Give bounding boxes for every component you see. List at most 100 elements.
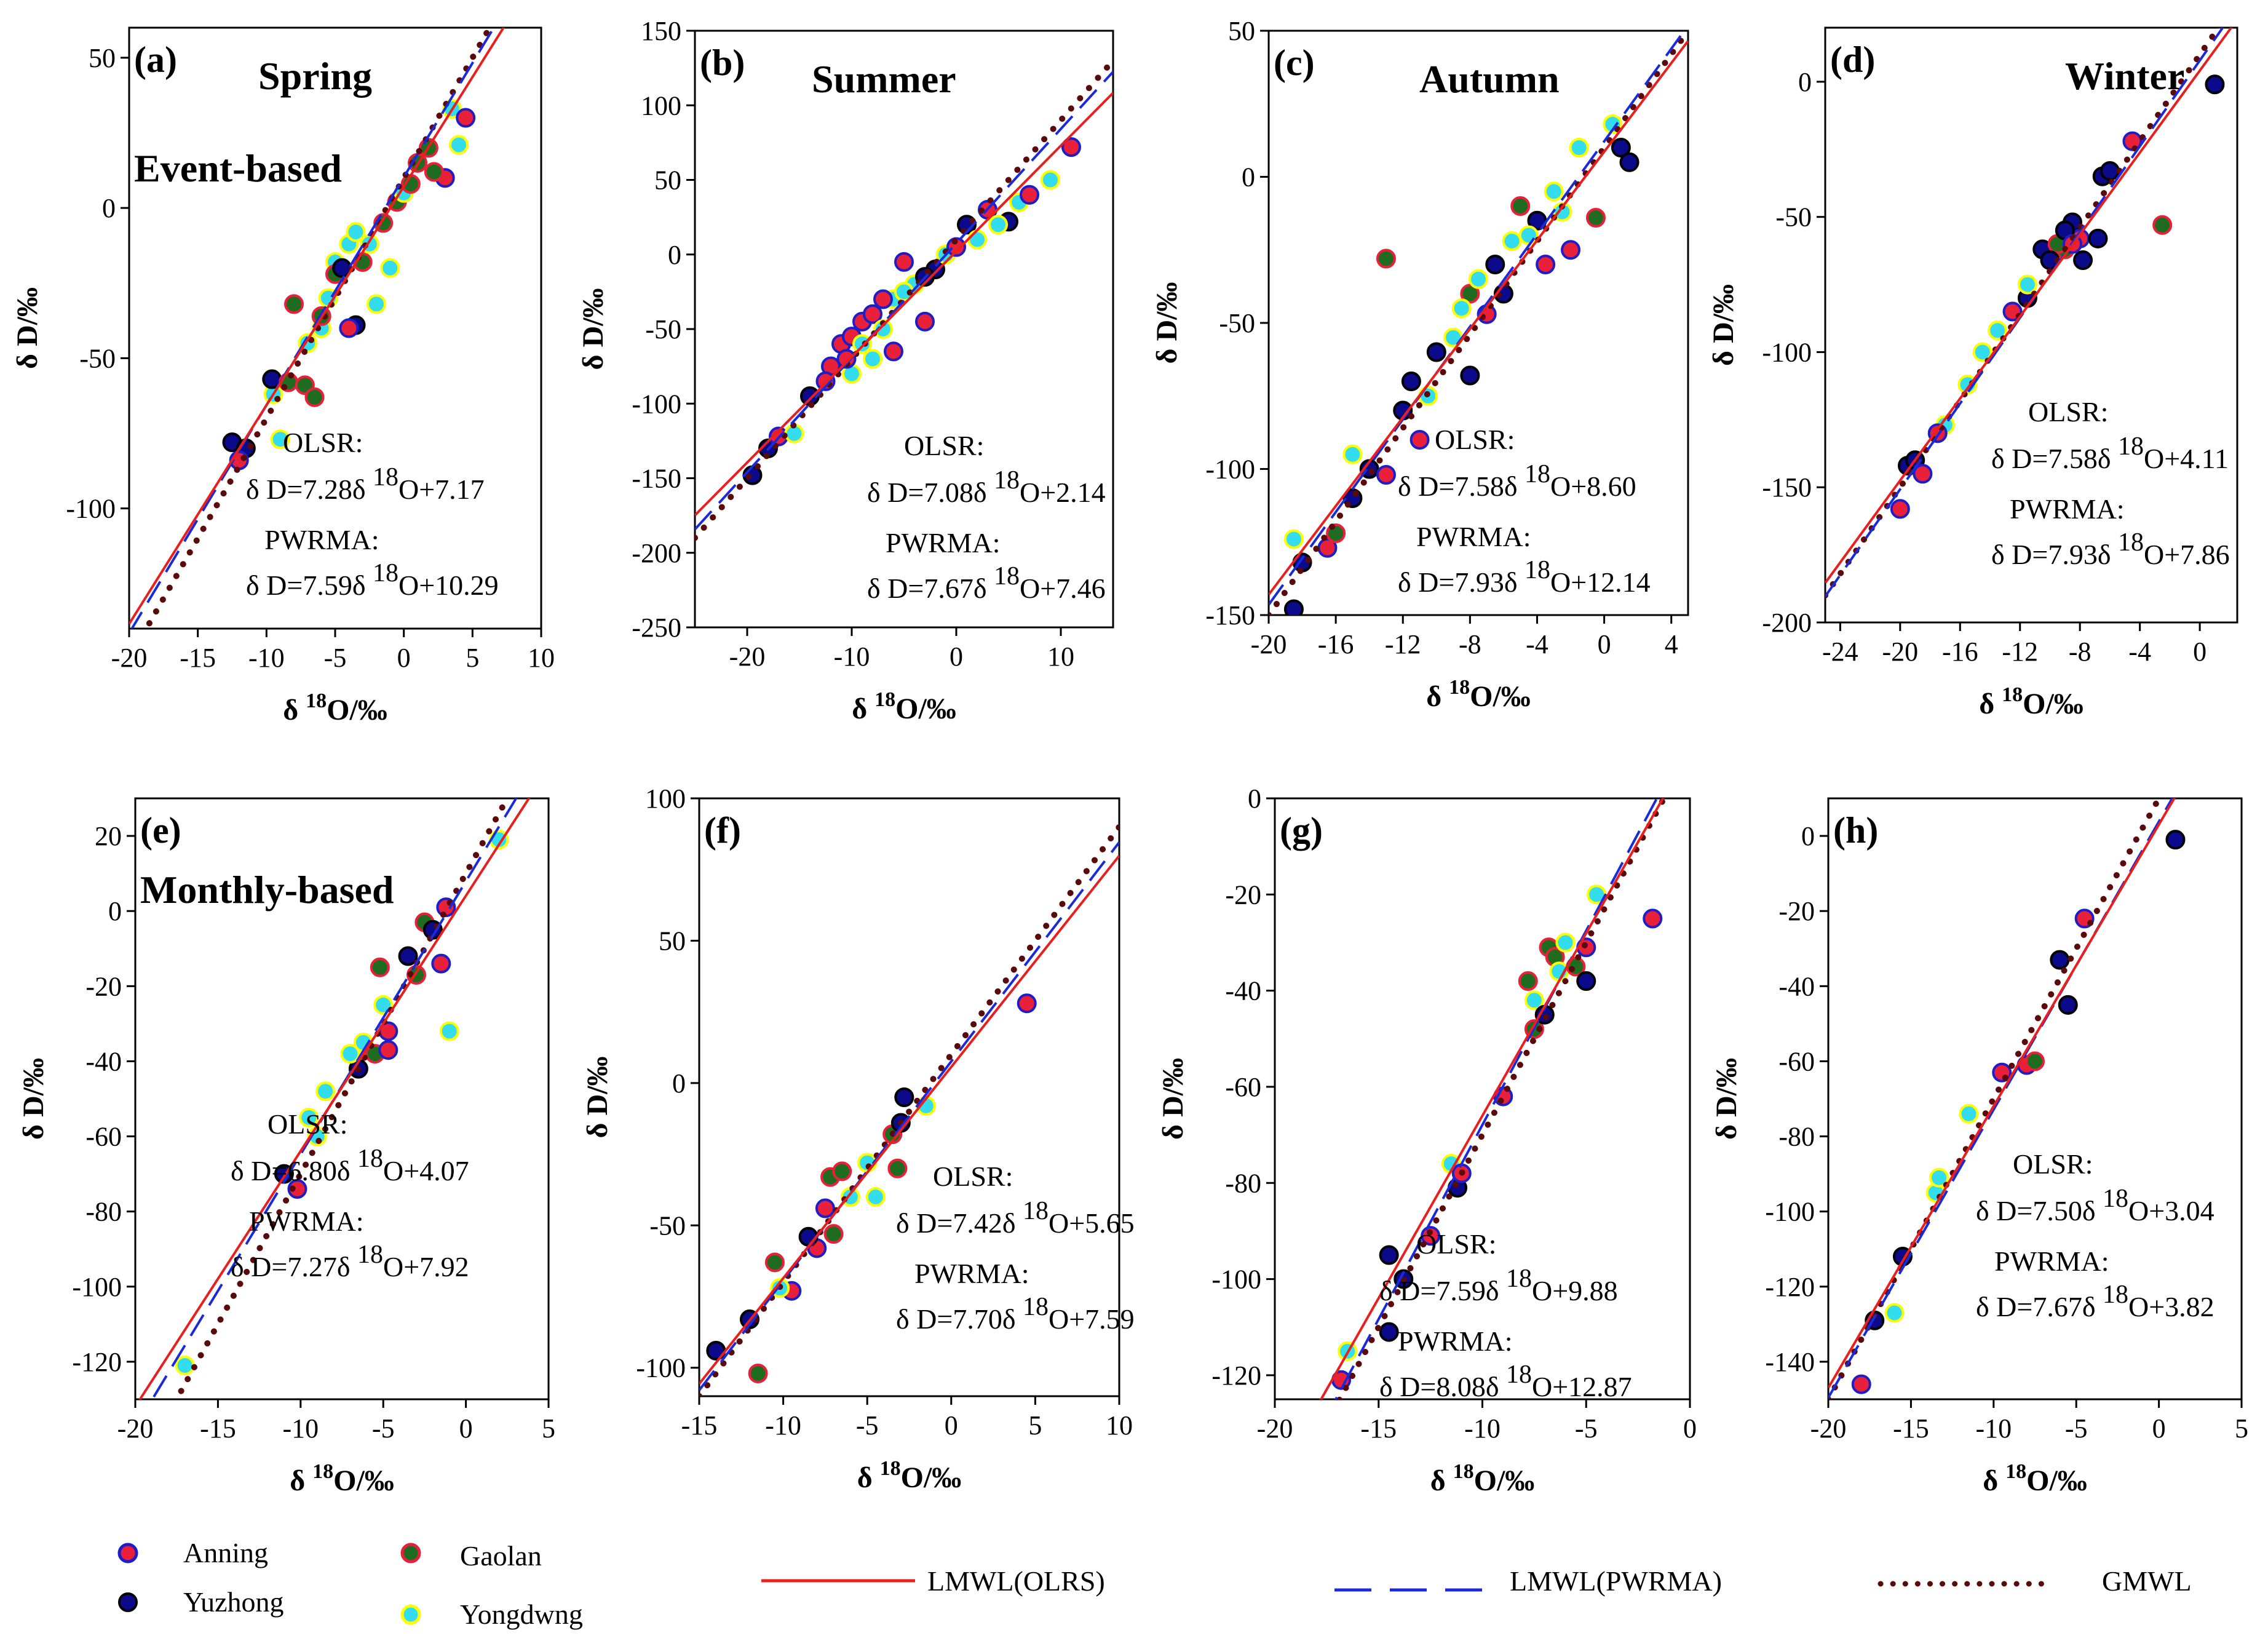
panel-h: -20 -15 -10 -5 0 5 -140 -120 -100 -80 -60 -40 -20 0 δ … xyxy=(1710,797,2248,1497)
panel-label-a: (a) xyxy=(134,39,177,80)
ytick-label-f-1: -50 xyxy=(649,1210,686,1241)
olsr-equation-e: δ D=6.80δ 18O+4.07 xyxy=(231,1145,469,1186)
ytick-label-g-0: -120 xyxy=(1211,1361,1261,1391)
gmwl-line-h xyxy=(1828,798,2163,1399)
xtick-label-c-0: -20 xyxy=(1251,629,1287,659)
point-d-0 xyxy=(1890,499,1910,519)
legend-yongdwng: Yongdwng xyxy=(400,1599,583,1630)
ytick-label-b-2: -150 xyxy=(632,464,681,494)
point-c-17 xyxy=(1469,269,1488,289)
point-d-21 xyxy=(2205,74,2225,95)
xtick-label-b-3: 10 xyxy=(1047,642,1074,672)
lines-b xyxy=(695,57,1113,541)
ytick-label-e-5: -20 xyxy=(85,971,122,1001)
pwrma-line-b xyxy=(695,71,1113,531)
lines-e xyxy=(138,798,531,1399)
xtick-label-d-2: -16 xyxy=(1942,637,1978,667)
point-d-16 xyxy=(2073,250,2093,271)
point-a-19 xyxy=(380,258,400,278)
ytick-label-d-4: 0 xyxy=(1798,67,1812,97)
lines-f xyxy=(699,824,1119,1396)
point-d-7 xyxy=(1972,342,1992,362)
points-f xyxy=(706,993,1037,1383)
ytick-label-h-6: -20 xyxy=(1778,896,1815,926)
point-g-3 xyxy=(1379,1322,1399,1342)
xaxis-label-d: δ 18O/‰ xyxy=(1979,683,2084,720)
point-c-25 xyxy=(1569,138,1589,157)
point-c-21 xyxy=(1510,196,1531,216)
point-b-10 xyxy=(863,349,882,369)
legend-yuzhong: Yuzhong xyxy=(118,1586,284,1618)
point-a-18 xyxy=(367,294,386,314)
point-f-8 xyxy=(815,1198,835,1218)
ytick-label-f-3: 50 xyxy=(659,926,686,956)
point-c-20 xyxy=(1502,231,1522,251)
legend-marker-anning xyxy=(117,1543,138,1564)
point-c-23 xyxy=(1544,181,1564,202)
point-d-8 xyxy=(1988,320,2008,341)
pwrma-title-f: PWRMA: xyxy=(914,1258,1029,1289)
xaxis-label-e: δ 18O/‰ xyxy=(290,1460,394,1497)
plot-frame-d xyxy=(1824,26,2238,624)
xtick-label-d-4: -8 xyxy=(2069,637,2092,667)
point-c-11 xyxy=(1410,430,1430,450)
xtick-label-c-3: -8 xyxy=(1459,629,1481,659)
yaxis-label-c: δ D/‰ xyxy=(1151,282,1183,364)
pwrma-line-c xyxy=(1269,31,1686,606)
point-f-18 xyxy=(1017,993,1037,1014)
ytick-label-f-2: 0 xyxy=(672,1068,686,1099)
xtick-label-h-5: 5 xyxy=(2235,1413,2248,1444)
point-b-17 xyxy=(915,311,935,332)
panel-label-c: (c) xyxy=(1274,42,1315,83)
point-b-31 xyxy=(873,289,893,309)
pwrma-equation-e: δ D=7.27δ 18O+7.92 xyxy=(231,1241,469,1282)
ytick-label-e-6: 0 xyxy=(108,896,122,926)
point-e-5 xyxy=(315,1081,336,1102)
point-a-15 xyxy=(346,222,366,242)
legend-label-gmwl: GMWL xyxy=(2102,1565,2192,1597)
point-b-11 xyxy=(863,304,882,324)
xtick-label-h-0: -20 xyxy=(1810,1413,1847,1444)
ytick-label-b-4: -50 xyxy=(645,314,681,344)
pwrma-equation-b: δ D=7.67δ 18O+7.46 xyxy=(867,562,1106,604)
pwrma-equation-f: δ D=7.70δ 18O+7.59 xyxy=(896,1293,1135,1335)
legend-label-yuzhong: Yuzhong xyxy=(183,1586,284,1618)
xtick-label-c-5: 0 xyxy=(1598,629,1611,659)
plot-frame-f xyxy=(698,797,1120,1397)
xtick-label-h-3: -5 xyxy=(2065,1413,2088,1444)
xtick-label-a-4: 0 xyxy=(397,643,411,673)
olsr-line-c xyxy=(1269,40,1688,595)
ytick-label-h-7: 0 xyxy=(1801,821,1815,851)
point-c-9 xyxy=(1376,248,1396,269)
ytick-label-b-1: -200 xyxy=(632,538,681,568)
xtick-label-e-3: -5 xyxy=(372,1413,395,1444)
olsr-line-d xyxy=(1825,28,2233,584)
olsr-equation-a: δ D=7.28δ 18O+7.17 xyxy=(246,463,485,505)
gmwl-line-c xyxy=(1269,31,1688,615)
xtick-label-e-4: 0 xyxy=(459,1413,473,1444)
xaxis-label-b: δ 18O/‰ xyxy=(852,688,956,725)
point-c-34 xyxy=(1401,372,1421,391)
point-g-9 xyxy=(1518,971,1538,991)
ytick-label-e-3: -60 xyxy=(85,1122,122,1152)
point-f-9 xyxy=(823,1224,844,1244)
point-c-6 xyxy=(1342,444,1363,464)
panel-c: -20 -16 -12 -8 -4 0 4 -150 -100 -50 0 50 δ 18O/‰ δ D/… xyxy=(1151,16,1689,713)
ytick-label-h-3: -80 xyxy=(1778,1122,1815,1152)
point-h-13 xyxy=(2165,830,2186,850)
lines-h xyxy=(1828,798,2176,1399)
xtick-label-e-0: -20 xyxy=(117,1413,154,1444)
ytick-label-g-1: -100 xyxy=(1211,1265,1261,1295)
gmwl-line-b xyxy=(695,57,1113,541)
panel-e: -20 -15 -10 -5 0 5 -120 -100 -80 -60 -40 -20 0 20 δ 18… xyxy=(17,797,555,1497)
xtick-label-e-1: -15 xyxy=(200,1413,236,1444)
xtick-label-c-1: -16 xyxy=(1318,629,1354,659)
pwrma-equation-g: δ D=8.08δ 18O+12.87 xyxy=(1379,1361,1632,1402)
point-h-5 xyxy=(1929,1167,1949,1188)
xaxis-label-g: δ 18O/‰ xyxy=(1430,1460,1535,1497)
gmwl-line-a xyxy=(143,28,494,629)
lines-c xyxy=(1269,31,1688,615)
